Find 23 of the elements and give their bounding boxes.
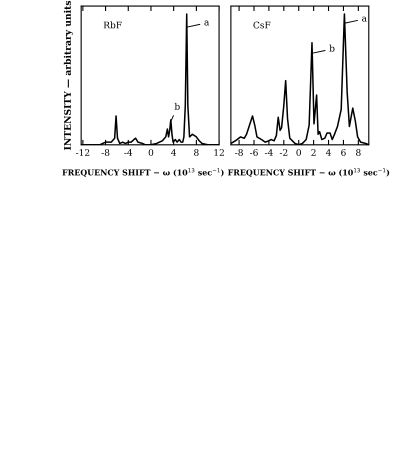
- x-tick-label: -12: [76, 149, 90, 156]
- x-tick-label: 0: [148, 149, 154, 156]
- x-tick-label: 2: [311, 149, 316, 156]
- x-tick-label: -4: [264, 149, 273, 156]
- annotation: b: [329, 44, 334, 52]
- x-tick-label: 0: [296, 149, 301, 156]
- annotation: a: [204, 20, 210, 26]
- x-tick-label: -8: [102, 149, 110, 156]
- x-tick-label: 12: [214, 149, 224, 156]
- x-tick-label: 6: [341, 149, 346, 156]
- x-tick-label: 4: [171, 149, 176, 156]
- annotation: CsF: [253, 22, 270, 28]
- x-tick-label: -6: [250, 149, 258, 156]
- x-tick-label: 8: [356, 149, 361, 156]
- x-tick-label: 8: [194, 149, 199, 156]
- x-tick-label: -4: [124, 149, 132, 156]
- annotation: a: [362, 16, 367, 22]
- x-tick-label: -2: [280, 149, 288, 156]
- x-tick-label: 4: [326, 149, 331, 156]
- y-axis-title: INTENSITY — arbitrary units: [64, 0, 73, 150]
- annotation: b: [174, 102, 180, 110]
- x-tick-label: -8: [235, 149, 243, 156]
- annotation: RbF: [104, 21, 122, 28]
